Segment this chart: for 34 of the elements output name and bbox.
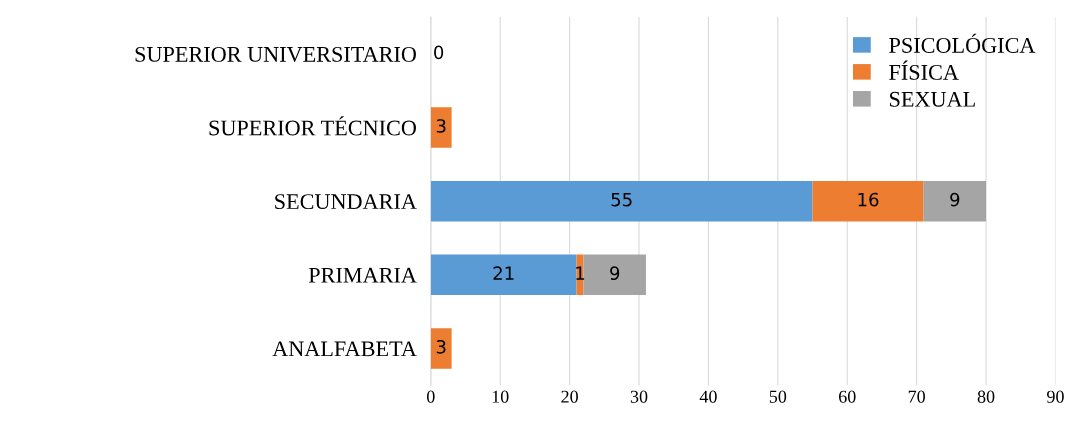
data-label: 55 <box>611 192 632 207</box>
bar <box>430 254 577 296</box>
x-tick-label: 0 <box>426 390 435 403</box>
y-tick-label: SUPERIOR TÉCNICO <box>209 116 416 136</box>
data-label: 1 <box>576 266 585 280</box>
x-tick-label: 10 <box>492 390 509 403</box>
bar <box>430 328 452 369</box>
data-label: 16 <box>858 192 879 207</box>
bar <box>812 180 924 222</box>
data-label: 3 <box>436 339 446 354</box>
data-label: 9 <box>610 266 620 281</box>
data-label: 21 <box>493 266 514 280</box>
bar <box>430 180 813 222</box>
x-tick-label: 80 <box>977 390 995 403</box>
legend-label: PSICOLÓGICA <box>889 33 1036 53</box>
x-tick-label: 50 <box>769 390 787 403</box>
x-tick-label: 70 <box>908 390 925 403</box>
x-tick-label: 30 <box>630 390 648 403</box>
data-label: 9 <box>950 192 960 207</box>
bar <box>923 180 987 222</box>
data-label: 3 <box>436 119 446 133</box>
x-tick-label: 20 <box>561 390 578 403</box>
y-tick-label: SECUNDARIA <box>275 194 417 210</box>
bar <box>583 254 646 296</box>
legend-label: FÍSICA <box>889 60 959 80</box>
y-tick-label: SUPERIOR UNIVERSITARIO <box>135 46 416 62</box>
y-tick-label: PRIMARIA <box>308 267 417 283</box>
x-tick-label: 40 <box>699 390 717 403</box>
x-tick-label: 90 <box>1047 390 1064 403</box>
y-tick-label: ANALFABETA <box>272 341 417 357</box>
x-tick-label: 60 <box>838 390 856 403</box>
data-label: 0 <box>434 45 444 60</box>
legend-label: SEXUAL <box>890 91 975 107</box>
bar <box>430 107 452 148</box>
